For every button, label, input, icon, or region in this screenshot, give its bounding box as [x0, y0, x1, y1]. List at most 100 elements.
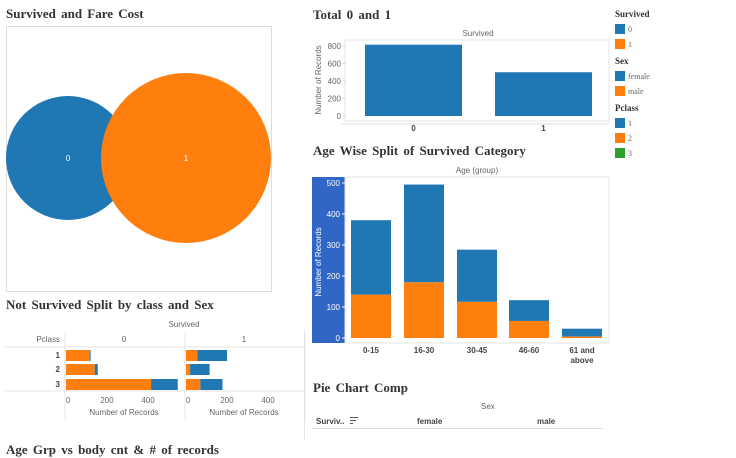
- pie-mark-0: [6, 96, 130, 220]
- pie-label: 1: [184, 154, 189, 163]
- legend-label: 2: [628, 134, 632, 143]
- legend-title: Pclass: [615, 103, 639, 113]
- split-xtick: 0: [66, 396, 71, 405]
- split-xtick: 400: [261, 396, 275, 405]
- piecomp-col-female: female: [417, 417, 443, 426]
- split-bar-class-1: [66, 350, 90, 361]
- age-bar-46-60: [509, 320, 549, 338]
- age-bar-0-15: [351, 294, 391, 338]
- pie-title: Survived and Fare Cost: [6, 6, 144, 21]
- age-bar-30-45: [457, 249, 497, 302]
- age-bar-61 and above: [562, 328, 602, 337]
- legend-item[interactable]: 3: [615, 143, 650, 158]
- legend-item[interactable]: 1: [615, 113, 650, 128]
- split-panel-header: 0: [122, 335, 127, 344]
- age-yaxis-highlight: [312, 177, 345, 343]
- split-bar-class-2: [94, 364, 98, 375]
- piecomp-col-male: male: [537, 417, 556, 426]
- divider: [312, 428, 603, 429]
- legend-swatch: [615, 148, 625, 158]
- age-xtick: 30-45: [467, 346, 488, 355]
- total-xtick: 1: [541, 124, 546, 133]
- split-row-label: 1: [56, 351, 61, 360]
- legend-swatch: [615, 133, 625, 143]
- legend-label: 1: [628, 40, 632, 49]
- legend-label: female: [628, 72, 650, 81]
- total-ytick: 200: [328, 95, 342, 104]
- age-bar-0-15: [351, 220, 391, 295]
- legend-swatch: [615, 24, 625, 34]
- age-bar-46-60: [509, 300, 549, 321]
- legend-title: Sex: [615, 56, 629, 66]
- age-ytick: 300: [327, 241, 341, 250]
- split-panel-header: 1: [242, 335, 247, 344]
- split-bar-class-3: [186, 379, 201, 390]
- age-xtick: 46-60: [519, 346, 540, 355]
- legend-label: male: [628, 87, 644, 96]
- split-bar-class-3: [200, 379, 223, 390]
- split-column-header: Survived: [168, 320, 199, 329]
- split-bar-class-2: [190, 364, 210, 375]
- age-ytick: 100: [327, 303, 341, 312]
- age-ytick: 500: [327, 179, 341, 188]
- total-column-header: Survived: [462, 29, 493, 38]
- legend-item[interactable]: 1: [615, 34, 650, 49]
- split-row-header: Pclass: [36, 335, 60, 344]
- legend-item[interactable]: female: [615, 66, 650, 81]
- total-ylabel: Number of Records: [314, 45, 323, 114]
- age-ytick: 200: [327, 272, 341, 281]
- total-bar-1: [495, 72, 592, 116]
- split-title: Not Survived Split by class and Sex: [6, 297, 214, 312]
- age-xtick: 16-30: [414, 346, 435, 355]
- split-xtick: 200: [220, 396, 234, 405]
- legend-item[interactable]: 0: [615, 19, 650, 34]
- total-ytick: 0: [337, 112, 342, 121]
- legend-label: 0: [628, 25, 632, 34]
- age-ytick: 0: [336, 334, 341, 343]
- split-bar-class-1: [186, 350, 198, 361]
- piecomp-sex-header: Sex: [481, 402, 495, 411]
- total-ytick: 800: [328, 42, 342, 51]
- split-xtick: 400: [141, 396, 155, 405]
- split-row-label: 3: [56, 380, 61, 389]
- age-xtick: 61 and: [569, 346, 594, 355]
- legend-item[interactable]: 2: [615, 128, 650, 143]
- legend: Survived 0 1 Sex female male Pclass 1 2 3: [615, 9, 650, 158]
- split-bar-class-2: [186, 364, 191, 375]
- total-bar-0: [365, 44, 462, 116]
- split-bar-class-1: [197, 350, 227, 361]
- age-bar-61 and above: [562, 336, 602, 338]
- legend-swatch: [615, 86, 625, 96]
- total-xtick: 0: [411, 124, 416, 133]
- total-ytick: 600: [328, 60, 342, 69]
- age-xtick: 0-15: [363, 346, 380, 355]
- split-xlabel: Number of Records: [89, 408, 158, 417]
- age-title: Age Wise Split of Survived Category: [313, 143, 526, 158]
- split-xtick: 200: [100, 396, 114, 405]
- legend-item[interactable]: male: [615, 81, 650, 96]
- age-ylabel: Number of Records: [314, 227, 323, 296]
- piecomp-row-header: Surviv..: [316, 417, 345, 426]
- total-ytick: 400: [328, 77, 342, 86]
- age-ytick: 400: [327, 210, 341, 219]
- split-bar-class-3: [66, 379, 152, 390]
- age-column-header: Age (group): [456, 166, 499, 175]
- total-title: Total 0 and 1: [313, 7, 392, 22]
- age-plot-frame: [344, 176, 610, 344]
- legend-swatch: [615, 118, 625, 128]
- sort-icon[interactable]: [350, 417, 358, 424]
- age-bar-30-45: [457, 301, 497, 338]
- legend-swatch: [615, 71, 625, 81]
- age-xtick: above: [570, 356, 594, 365]
- pie-label: 0: [66, 154, 71, 163]
- age-bar-16-30: [404, 184, 444, 283]
- legend-label: 3: [628, 149, 632, 158]
- legend-label: 1: [628, 119, 632, 128]
- split-bar-class-1: [89, 350, 91, 361]
- age-bar-16-30: [404, 282, 444, 338]
- split-row-label: 2: [56, 365, 61, 374]
- legend-swatch: [615, 39, 625, 49]
- split-bar-class-3: [151, 379, 178, 390]
- legend-title: Survived: [615, 9, 650, 19]
